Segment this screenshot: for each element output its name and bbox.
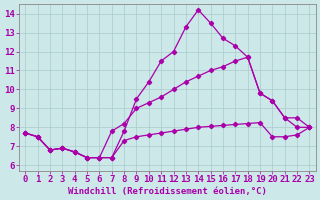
X-axis label: Windchill (Refroidissement éolien,°C): Windchill (Refroidissement éolien,°C) — [68, 187, 267, 196]
